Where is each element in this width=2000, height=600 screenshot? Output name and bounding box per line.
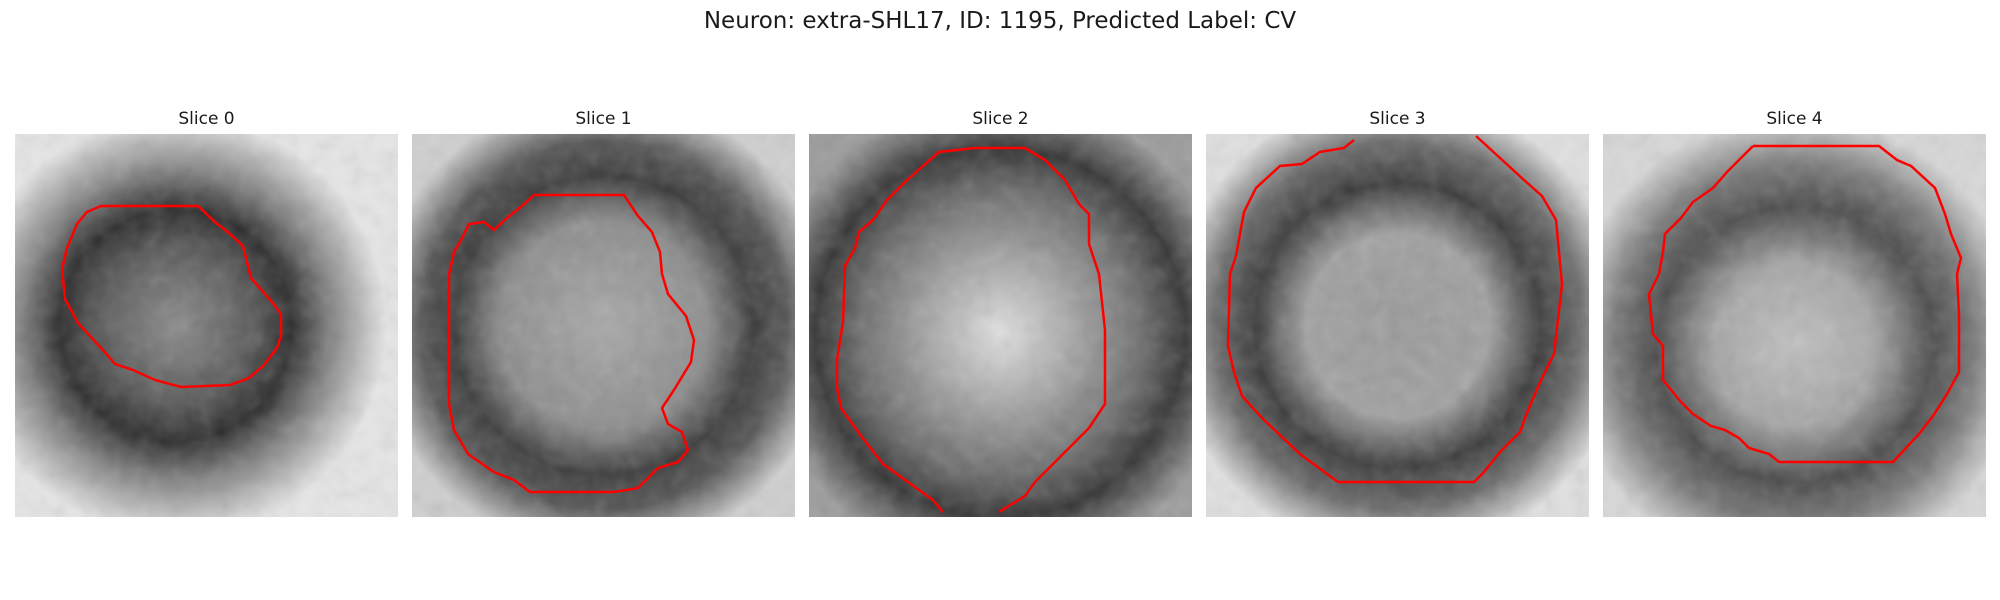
contour-line	[1226, 135, 1564, 484]
slice-panel-0: Slice 0	[15, 108, 398, 517]
slice-title-0: Slice 0	[178, 109, 235, 129]
slice-image-3	[1206, 134, 1589, 517]
slice-panel-4: Slice 4	[1603, 108, 1986, 517]
slice-image-1	[412, 134, 795, 517]
slice-image-2	[809, 134, 1192, 517]
slice-title-1: Slice 1	[575, 109, 632, 129]
slice-image-0	[15, 134, 398, 517]
contour-line	[835, 146, 1107, 514]
contour-line	[60, 204, 283, 389]
slice-image-4	[1603, 134, 1986, 517]
contour-line	[1647, 144, 1963, 464]
figure-title: Neuron: extra-SHL17, ID: 1195, Predicted…	[703, 8, 1297, 34]
slice-panel-1: Slice 1	[412, 108, 795, 517]
slice-title-4: Slice 4	[1766, 109, 1823, 129]
slice-panel-2: Slice 2	[809, 108, 1192, 517]
slice-title-3: Slice 3	[1369, 109, 1426, 129]
slice-panel-3: Slice 3	[1206, 108, 1589, 517]
slice-title-2: Slice 2	[972, 109, 1029, 129]
contour-line	[447, 193, 696, 494]
